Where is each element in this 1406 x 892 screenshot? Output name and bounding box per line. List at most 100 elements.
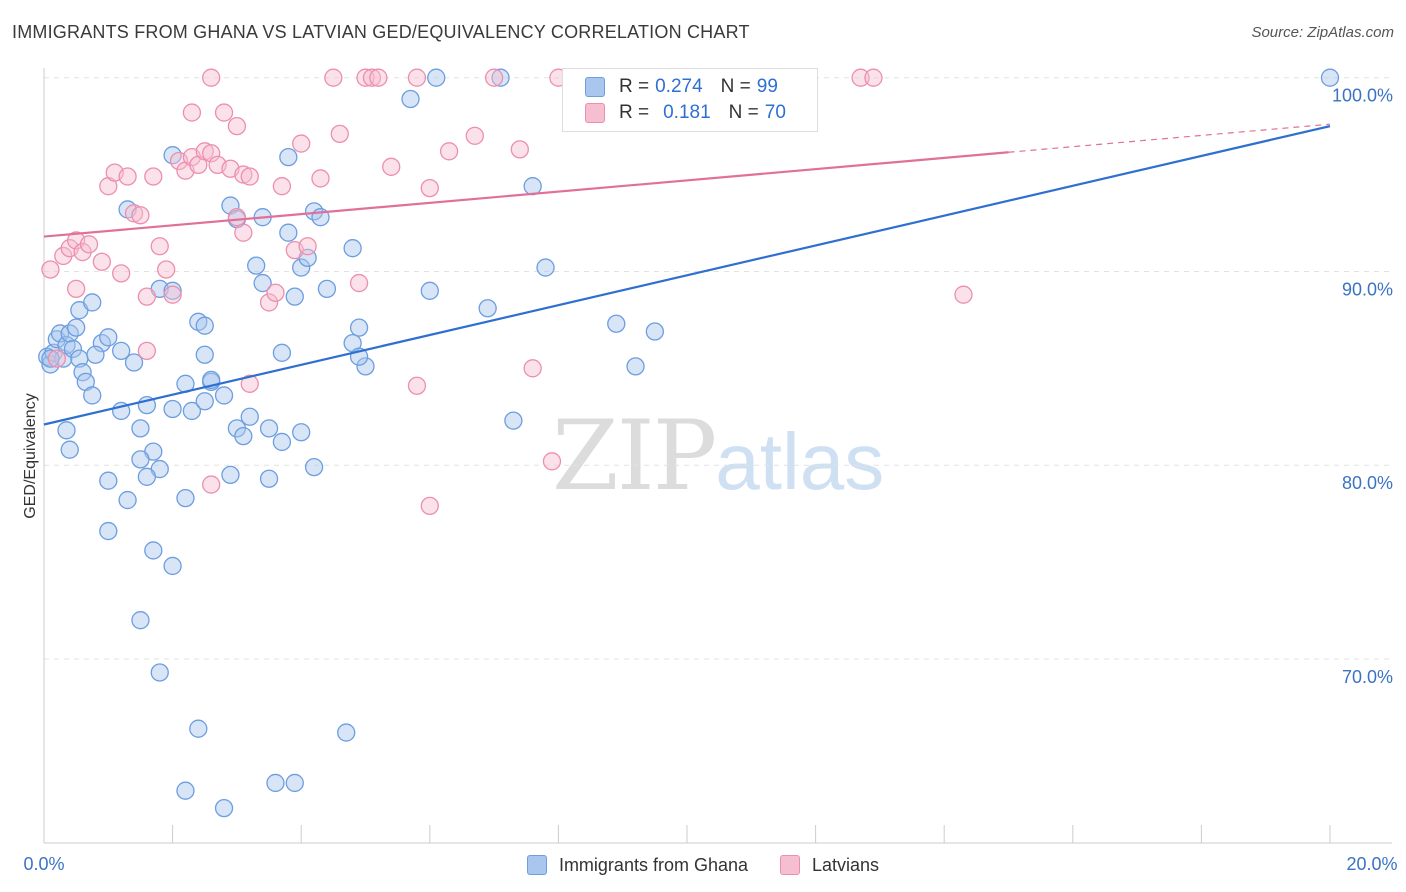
point-latvians (163, 285, 182, 304)
point-latvians (118, 167, 137, 186)
stats-legend: R = 0.274 N = 99 R = 0.181 N = 70 (562, 68, 818, 132)
point-latvians (324, 68, 343, 87)
point-ghana (247, 256, 266, 275)
point-ghana (112, 341, 131, 361)
point-latvians (202, 144, 221, 163)
point-latvians (182, 103, 202, 122)
point-latvians (407, 376, 427, 395)
n-label: N = (720, 76, 751, 97)
point-latvians (234, 165, 253, 184)
point-latvians (864, 68, 883, 87)
point-ghana (131, 611, 150, 630)
point-ghana (67, 318, 86, 337)
point-ghana (41, 349, 60, 368)
x-tick-label: 0.0% (23, 854, 64, 874)
y-tick-label: 80.0% (1342, 473, 1393, 493)
point-ghana (401, 89, 420, 109)
point-ghana (607, 314, 626, 333)
point-latvians (298, 237, 317, 256)
point-ghana (253, 273, 272, 293)
point-latvians (484, 68, 504, 87)
point-latvians (195, 142, 214, 161)
point-ghana (195, 392, 214, 411)
swatch-latvians (585, 103, 605, 123)
point-ghana (285, 773, 304, 793)
point-ghana (478, 299, 497, 318)
watermark-zip: ZIP (552, 400, 717, 512)
point-latvians (356, 68, 375, 87)
point-latvians (330, 124, 349, 144)
point-latvians (523, 359, 542, 378)
legend-item-ghana[interactable]: Immigrants from Ghana (526, 855, 748, 876)
point-ghana (234, 426, 253, 446)
n-value: 70 (764, 102, 786, 123)
series-ghana-points (38, 68, 1340, 818)
point-ghana (83, 386, 102, 405)
watermark: ZIPatlas (552, 400, 884, 512)
point-latvians (510, 140, 529, 159)
trend-line-latvians-extension (1008, 123, 1331, 153)
axes (43, 68, 1392, 844)
point-ghana (214, 798, 234, 818)
grid-lines (44, 77, 1392, 660)
point-ghana (144, 541, 163, 560)
watermark-atlas: atlas (715, 417, 885, 506)
point-latvians (349, 273, 369, 293)
point-latvians (240, 374, 259, 393)
point-ghana (176, 488, 195, 508)
point-ghana (272, 343, 292, 362)
point-latvians (227, 208, 247, 227)
point-ghana (272, 432, 292, 452)
point-ghana (163, 281, 182, 300)
point-ghana (83, 293, 102, 312)
point-ghana (1320, 68, 1340, 87)
point-ghana (195, 316, 214, 335)
point-ghana (266, 773, 285, 793)
point-ghana (279, 223, 298, 242)
legend-swatch-latvians (780, 855, 800, 875)
point-latvians (137, 287, 157, 306)
point-ghana (50, 324, 70, 343)
point-latvians (124, 204, 144, 223)
point-ghana (626, 357, 645, 376)
point-latvians (41, 260, 60, 279)
point-ghana (163, 556, 182, 576)
series-latvians-points (41, 68, 973, 516)
point-ghana (285, 287, 304, 306)
point-latvians (272, 177, 292, 196)
point-ghana (279, 147, 298, 167)
point-ghana (337, 723, 356, 742)
point-latvians (954, 285, 973, 304)
point-latvians (240, 167, 259, 186)
point-ghana (491, 68, 510, 87)
point-latvians (292, 134, 311, 153)
point-latvians (67, 279, 86, 299)
point-latvians (144, 167, 163, 186)
point-ghana (73, 363, 92, 382)
r-label: R = (619, 102, 650, 123)
point-ghana (504, 411, 523, 430)
legend-swatch-ghana (526, 855, 547, 875)
point-ghana (176, 781, 195, 800)
point-ghana (163, 399, 182, 419)
point-latvians (420, 178, 439, 198)
point-latvians (439, 142, 459, 161)
point-latvians (227, 116, 247, 136)
stats-row-latvians: R = 0.181 N = 70 (585, 101, 786, 125)
point-ghana (349, 318, 369, 337)
point-ghana (343, 239, 362, 258)
r-value: 0.274 (655, 76, 703, 97)
point-ghana (57, 421, 76, 440)
y-tick-label: 90.0% (1342, 279, 1393, 299)
point-ghana (645, 322, 664, 341)
point-ghana (304, 457, 324, 477)
legend-item-latvians[interactable]: Latvians (780, 855, 879, 876)
series-legend: Immigrants from Ghana Latvians (0, 852, 1406, 878)
y-axis-label: GED/Equivalency (22, 393, 39, 518)
n-label: N = (728, 102, 759, 123)
point-ghana (54, 349, 73, 368)
point-ghana (214, 386, 234, 405)
point-ghana (420, 281, 439, 300)
point-ghana (86, 345, 105, 364)
